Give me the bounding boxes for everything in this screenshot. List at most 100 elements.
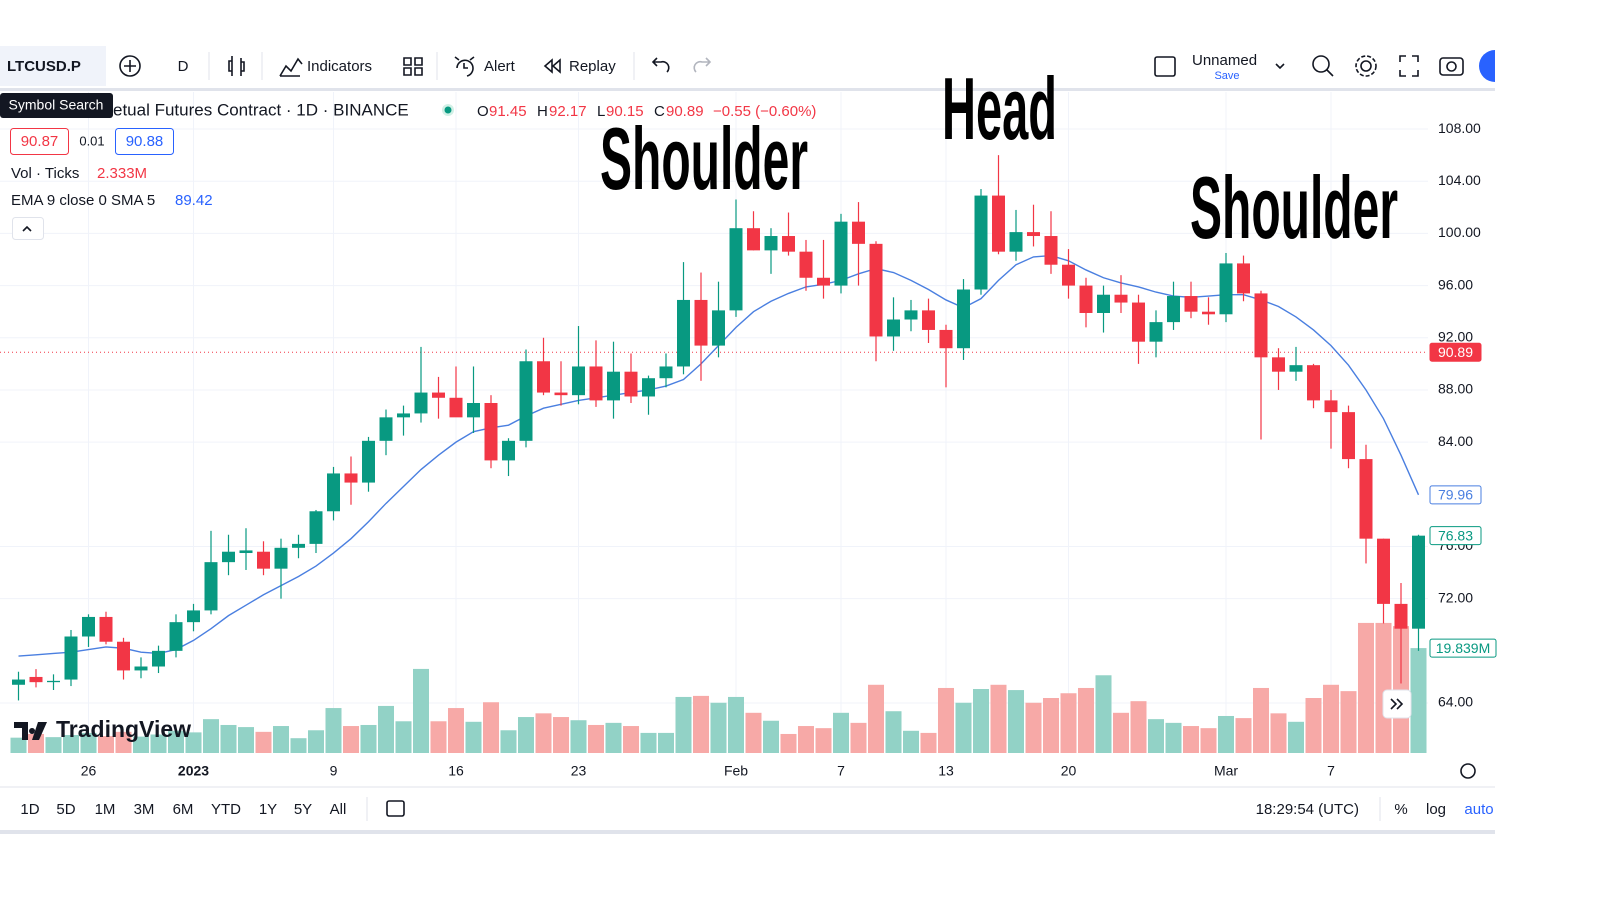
volume-bar — [850, 722, 867, 753]
candle-body — [327, 473, 340, 512]
clock[interactable]: 18:29:54 (UTC) — [1256, 801, 1359, 818]
range-button[interactable]: 5D — [56, 801, 75, 818]
redo-icon[interactable] — [693, 57, 712, 73]
x-tick-label: 2023 — [178, 763, 209, 779]
candle-body — [974, 195, 988, 290]
bid-box[interactable] — [10, 128, 69, 155]
candle-body — [169, 622, 183, 651]
range-button[interactable]: 5Y — [294, 801, 312, 818]
volume-bar — [325, 708, 342, 753]
volume-bar — [1305, 698, 1322, 753]
candle-body — [1219, 263, 1233, 315]
range-button[interactable]: 3M — [134, 801, 155, 818]
volume-bar — [1130, 701, 1147, 753]
candle-body — [887, 319, 900, 337]
volume-bar — [133, 736, 149, 753]
compare-icon[interactable] — [119, 55, 141, 77]
replay-icon[interactable] — [543, 58, 561, 74]
range-button[interactable]: 1M — [95, 801, 116, 818]
range-button[interactable]: 6M — [173, 801, 194, 818]
interval[interactable]: D — [178, 58, 189, 75]
ohlc-c-key: C — [654, 103, 665, 120]
volume-bar — [1165, 722, 1182, 753]
volume-label-box — [1429, 638, 1497, 658]
volume-bar — [203, 719, 219, 753]
layout-icon[interactable] — [1154, 56, 1176, 77]
range-button[interactable]: 1Y — [259, 801, 277, 818]
candle-body — [397, 413, 410, 418]
indicators[interactable]: Indicators — [307, 58, 372, 75]
log-toggle[interactable]: log — [1426, 801, 1446, 818]
candle-body — [257, 551, 270, 569]
undo-icon[interactable] — [651, 57, 670, 73]
candle-body — [1044, 236, 1058, 265]
date-range-icon[interactable] — [386, 800, 405, 817]
save[interactable]: Save — [1214, 70, 1239, 82]
y-tick-label: 88.00 — [1438, 381, 1473, 397]
auto-toggle[interactable]: auto — [1464, 801, 1493, 818]
candle-body — [834, 221, 848, 286]
volume-bar — [780, 733, 797, 753]
range-button[interactable]: 1D — [20, 801, 39, 818]
logo-mark — [14, 722, 47, 740]
y-tick-label: 64.00 — [1438, 694, 1473, 710]
candle-body — [817, 277, 830, 286]
volume-bar — [448, 708, 464, 753]
templates-icon[interactable] — [403, 57, 423, 76]
layout-name[interactable]: Unnamed — [1192, 52, 1257, 69]
candle-body — [204, 562, 218, 611]
indicators-icon[interactable] — [279, 57, 303, 77]
candle-body — [957, 289, 970, 349]
candle-body — [449, 397, 463, 418]
candle-body — [484, 402, 498, 461]
percent-toggle[interactable]: % — [1394, 801, 1407, 818]
alert[interactable]: Alert — [484, 58, 516, 75]
alert-icon[interactable] — [454, 56, 475, 77]
volume-bar — [623, 726, 639, 753]
x-tick-label: Feb — [724, 763, 748, 779]
ask-box[interactable] — [115, 128, 174, 155]
replay[interactable]: Replay — [569, 58, 616, 75]
volume-bar — [45, 737, 62, 753]
candle-body — [432, 392, 445, 398]
chart-type-icon[interactable] — [228, 56, 245, 76]
bottom-border — [0, 830, 1495, 834]
candle-body — [134, 666, 148, 671]
axis-settings[interactable] — [1460, 763, 1476, 779]
annotation: Head — [942, 59, 1057, 158]
y-tick-label: 96.00 — [1438, 276, 1473, 292]
symbol-box[interactable] — [0, 46, 106, 86]
candle-body — [344, 473, 358, 483]
candle-body — [1324, 400, 1338, 413]
candle-body — [362, 440, 375, 483]
symbol[interactable]: LTCUSD.P — [7, 58, 81, 75]
volume-bar — [1200, 728, 1217, 753]
fullscreen-icon[interactable] — [1399, 55, 1419, 77]
volume-bar — [238, 727, 254, 753]
volume-bar — [220, 724, 237, 753]
volume-bar — [185, 732, 202, 753]
camera-icon[interactable] — [1439, 57, 1464, 76]
annotation: Shoulder — [1190, 158, 1398, 257]
bottom-bar: 1D 5D 1M 3M 6M YTD 1Y 5Y All 18:29:54 (UTC) % lo… — [0, 786, 1495, 834]
x-tick-label: 9 — [330, 763, 338, 779]
x-tick-label: 16 — [448, 763, 464, 779]
layout-chevron[interactable] — [1275, 63, 1285, 70]
bid[interactable]: 90.87 — [21, 133, 59, 150]
volume-bar — [98, 736, 114, 753]
settings-icon[interactable] — [1360, 60, 1372, 72]
candle-body — [29, 676, 43, 683]
range-button[interactable]: All — [330, 801, 347, 818]
volume-bar — [885, 711, 902, 753]
volume-bar — [255, 731, 272, 753]
search-icon[interactable] — [1312, 55, 1330, 73]
candle-body — [239, 550, 253, 554]
volume-bar — [868, 684, 884, 753]
candle-body — [64, 636, 78, 680]
profile[interactable] — [1479, 50, 1495, 82]
range-button[interactable]: YTD — [211, 801, 241, 818]
candle-body — [309, 511, 323, 544]
volume-bar — [693, 695, 709, 753]
ask[interactable]: 90.88 — [126, 133, 164, 150]
volume-bar — [1218, 715, 1234, 753]
